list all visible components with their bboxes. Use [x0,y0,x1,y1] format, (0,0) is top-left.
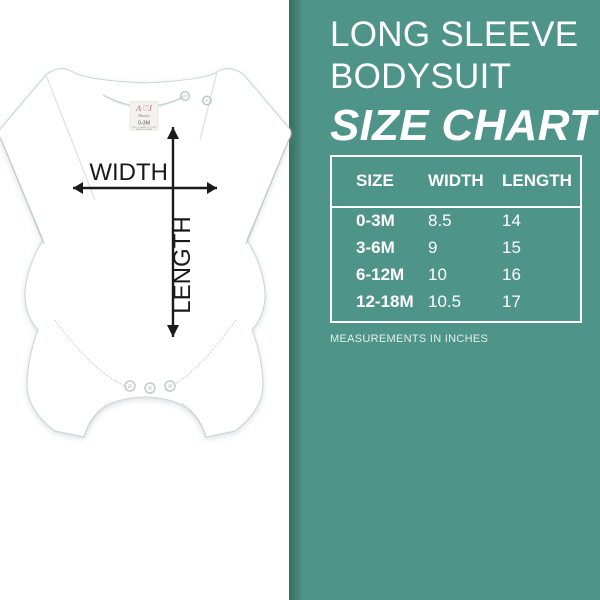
svg-text:WIDTH: WIDTH [89,159,168,186]
svg-text:0-3M: 0-3M [138,121,150,127]
svg-text:Blanks: Blanks [138,113,150,118]
svg-text:MADE IN CHINA: MADE IN CHINA [136,128,152,131]
svg-text:A♡J: A♡J [135,104,152,113]
svg-text:LENGTH: LENGTH [169,216,196,313]
